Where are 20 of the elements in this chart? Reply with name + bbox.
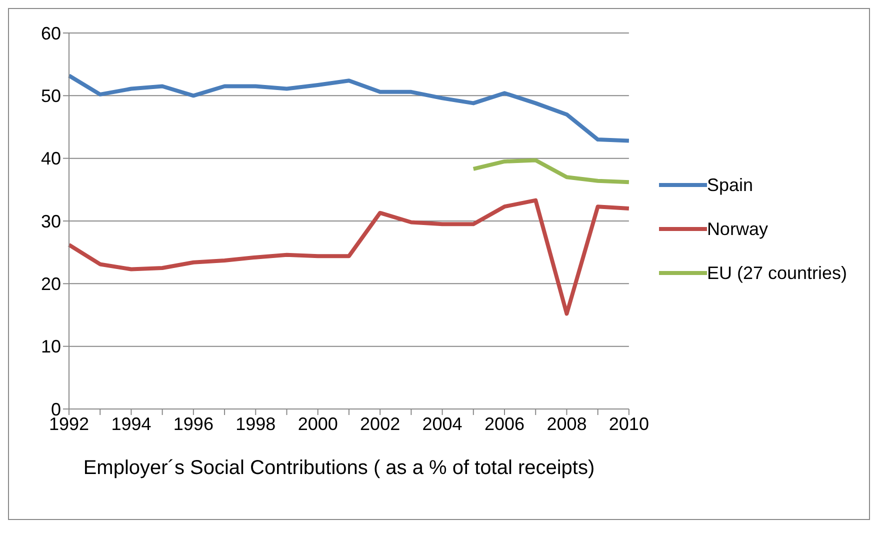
y-tick-label: 40	[40, 148, 61, 169]
legend-label: Norway	[706, 218, 768, 240]
line-series	[471, 158, 631, 184]
x-tick-label: 1998	[236, 414, 276, 434]
y-tick-label: 10	[40, 336, 61, 357]
x-tick-label: 1996	[173, 414, 214, 434]
x-tick-label: 2006	[484, 414, 525, 434]
y-tick-label: 20	[40, 274, 61, 294]
x-tick-label: 2008	[546, 414, 587, 434]
legend-label: EU (27 countries)	[706, 262, 847, 284]
x-tick-label: 2002	[360, 414, 400, 434]
y-tick-label: 60	[40, 23, 61, 44]
x-tick-label: 2000	[298, 414, 338, 434]
y-tick-label: 30	[40, 211, 61, 232]
legend-label: Spain	[706, 174, 753, 196]
y-tick-label: 50	[40, 86, 61, 106]
x-tick-label: 2004	[422, 414, 462, 434]
x-tick-label: 2010	[608, 414, 649, 434]
x-axis-title: Employer´s Social Contributions ( as a % of total receipts)	[82, 457, 596, 480]
x-tick-label: 1994	[111, 414, 152, 434]
